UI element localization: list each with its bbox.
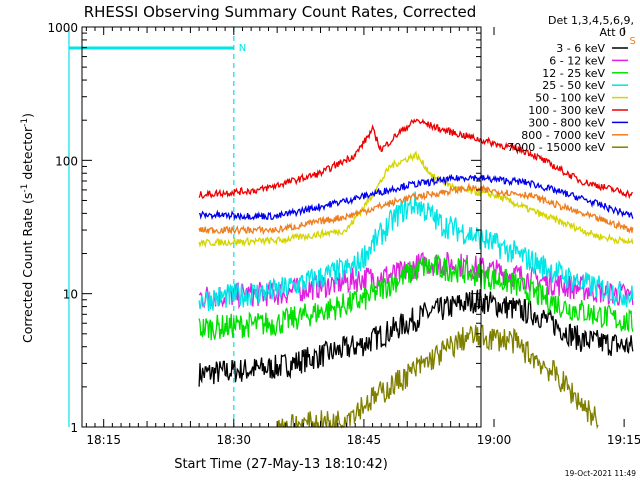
y-tick-label: 10	[63, 288, 78, 302]
series-group	[198, 118, 634, 430]
x-tick-label: 18:45	[347, 433, 382, 447]
series-line	[198, 150, 634, 248]
flag-bars: NS	[68, 36, 636, 54]
series-line	[198, 253, 634, 341]
flag-s-label: S	[629, 36, 635, 47]
time-markers	[68, 27, 235, 427]
series-line	[198, 182, 634, 236]
y-tick-label: 100	[55, 154, 78, 168]
legend-label: 3 - 6 keV	[556, 42, 605, 55]
legend-label: 6 - 12 keV	[549, 54, 605, 67]
legend-label: 25 - 50 keV	[542, 79, 605, 92]
chart-title: RHESSI Observing Summary Count Rates, Co…	[84, 3, 477, 21]
legend-label: 50 - 100 keV	[535, 92, 605, 105]
x-tick-label: 18:15	[86, 433, 121, 447]
flag-n-label: N	[239, 43, 246, 54]
y-tick-label: 1	[70, 421, 78, 435]
series-line	[198, 191, 634, 312]
y-axis-label-mid: detector	[20, 126, 35, 184]
timestamp: 19-Oct-2021 11:49	[565, 469, 636, 478]
y-axis: 1 10 100 1000	[47, 21, 481, 435]
y-axis-label: Corrected Count Rate (s-1 detector-1)	[20, 113, 35, 343]
y-axis-label-end: )	[20, 113, 35, 118]
y-axis-label-main: Corrected Count Rate (s	[20, 193, 35, 343]
y-axis-label-sup2: -1	[20, 118, 30, 127]
series-line	[276, 324, 599, 430]
plot-frame	[81, 26, 482, 428]
series-line	[199, 173, 634, 221]
x-tick-label: 19:00	[477, 433, 512, 447]
legend-label: 7000 - 15000 keV	[507, 141, 605, 154]
legend-header-line2: Att 0	[600, 26, 626, 39]
series-line	[198, 289, 634, 387]
legend-label: 12 - 25 keV	[542, 67, 605, 80]
y-tick-label: 1000	[47, 21, 78, 35]
legend-label: 100 - 300 keV	[528, 104, 605, 117]
y-axis-label-sup1: -1	[20, 184, 30, 193]
legend-label: 800 - 7000 keV	[521, 129, 605, 142]
legend-header-line1: Det 1,3,4,5,6,9,	[548, 14, 634, 27]
legend-label: 300 - 800 keV	[528, 116, 605, 129]
x-tick-label: 19:15	[607, 433, 640, 447]
series-line	[198, 118, 633, 200]
x-tick-label: 18:30	[216, 433, 251, 447]
x-axis-label: Start Time (27-May-13 18:10:42)	[174, 457, 388, 472]
